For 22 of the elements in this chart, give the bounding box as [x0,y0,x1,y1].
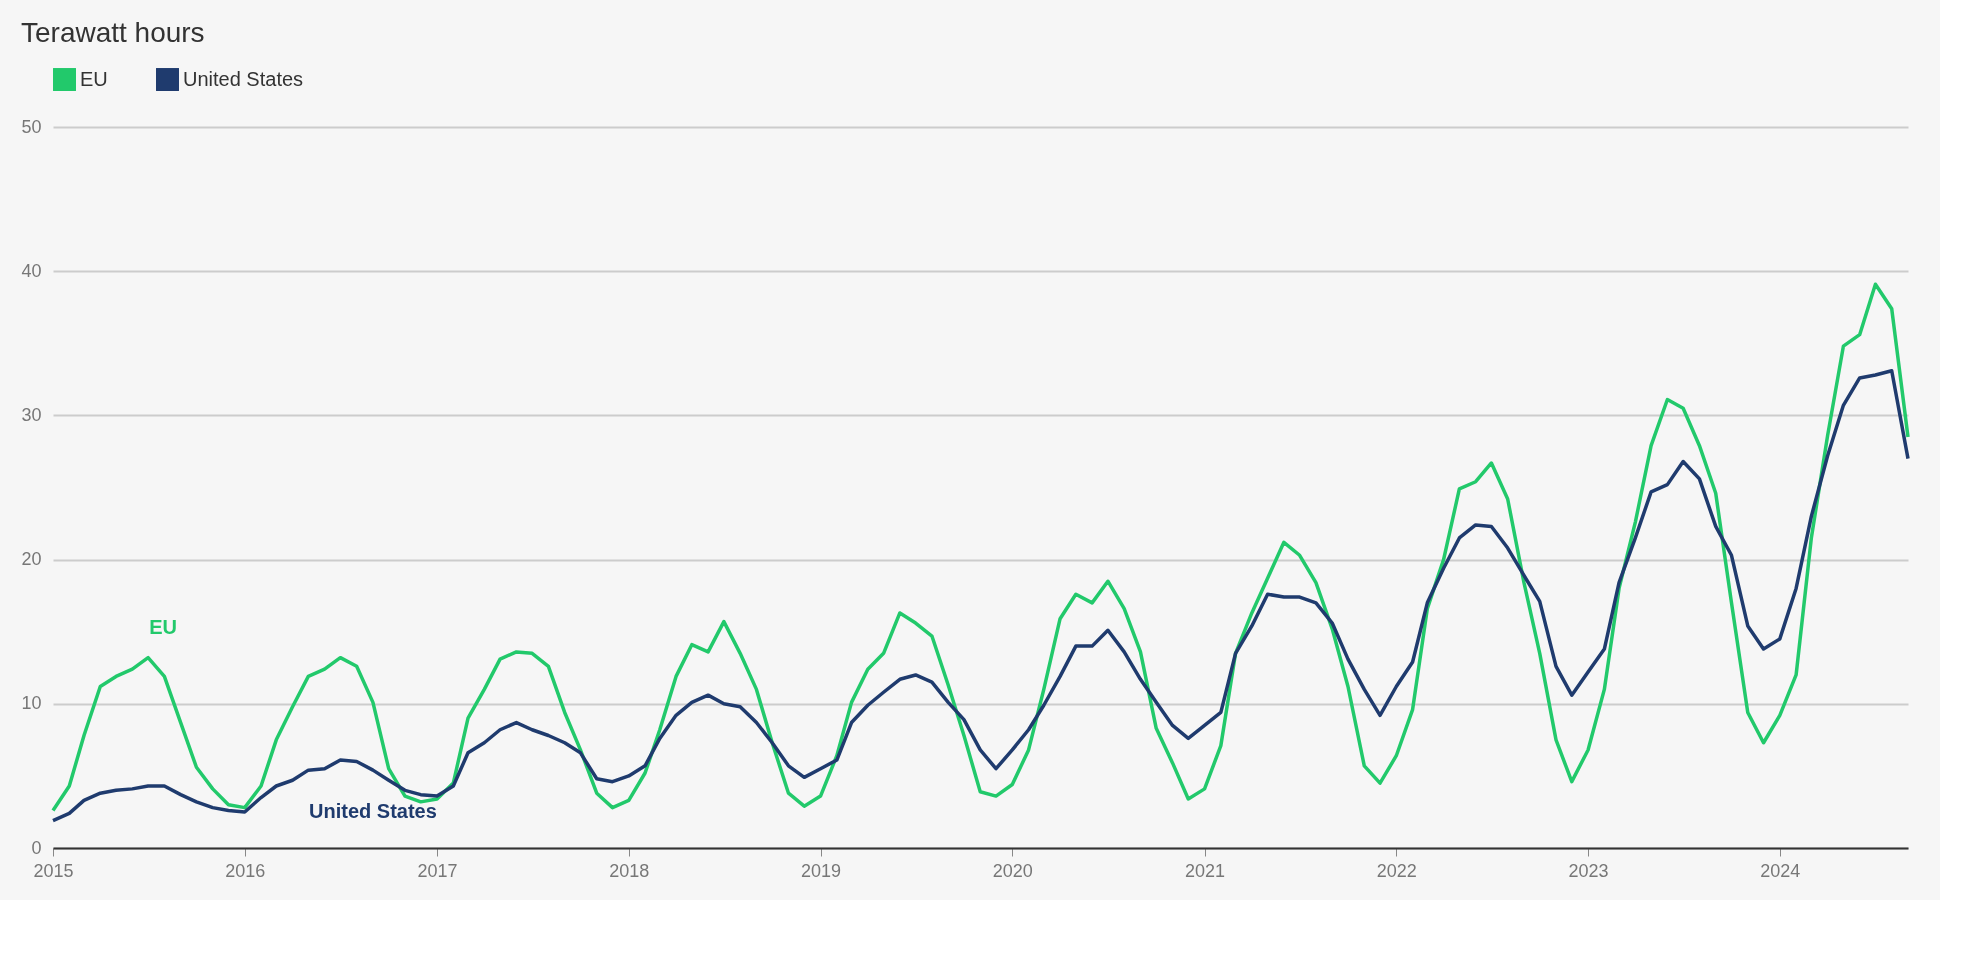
x-tick-label: 2023 [1568,860,1609,881]
x-tick-label: 2020 [992,860,1033,881]
x-tick-label: 2022 [1376,860,1417,881]
chart-title: Terawatt hours [20,17,205,48]
x-tick-label: 2021 [1185,860,1226,881]
y-tick-label: 30 [21,404,42,425]
x-tick-label: 2016 [225,860,266,881]
x-tick-label: 2018 [609,860,650,881]
y-tick-label: 0 [31,837,42,858]
annotation: United States [309,800,437,823]
x-tick-label: 2015 [33,860,74,881]
x-tick-label: 2017 [417,860,458,881]
legend-label: United States [183,67,304,90]
y-tick-label: 20 [21,549,42,570]
y-tick-label: 40 [21,260,42,281]
legend-label: EU [80,67,108,90]
x-tick-label: 2024 [1760,860,1801,881]
line-series [51,368,1910,823]
y-tick-label: 50 [21,116,42,137]
annotation: EU [149,615,177,638]
x-tick-label: 2019 [801,860,842,881]
y-tick-label: 10 [21,693,42,714]
